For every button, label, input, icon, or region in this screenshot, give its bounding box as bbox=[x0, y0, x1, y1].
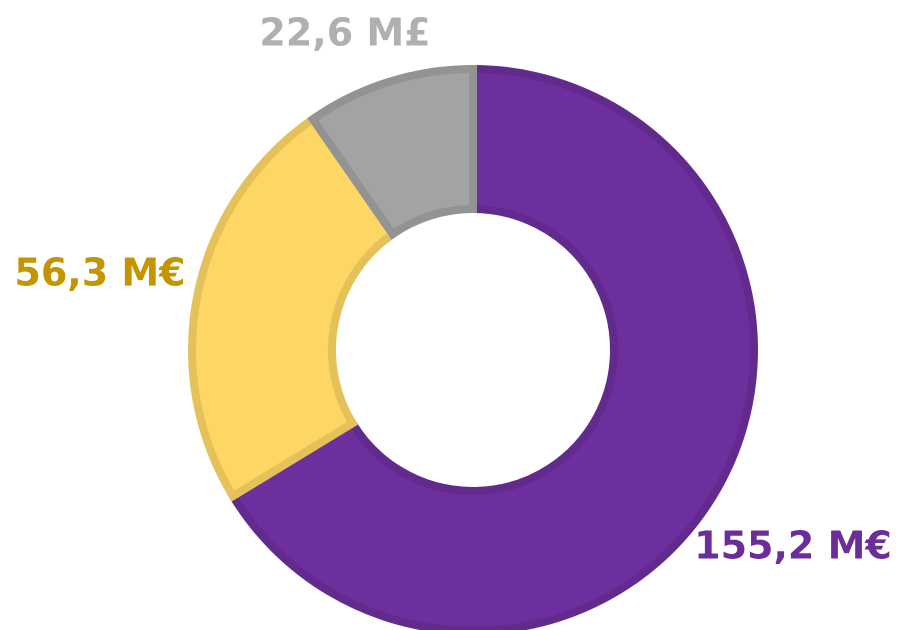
data-label: 56,3 M€ bbox=[14, 251, 185, 295]
data-label: 155,2 M€ bbox=[694, 524, 892, 568]
donut-segment bbox=[227, 64, 758, 630]
donut-segment bbox=[307, 64, 477, 240]
donut-segment bbox=[188, 113, 399, 502]
data-label: 22,6 M£ bbox=[259, 11, 430, 55]
